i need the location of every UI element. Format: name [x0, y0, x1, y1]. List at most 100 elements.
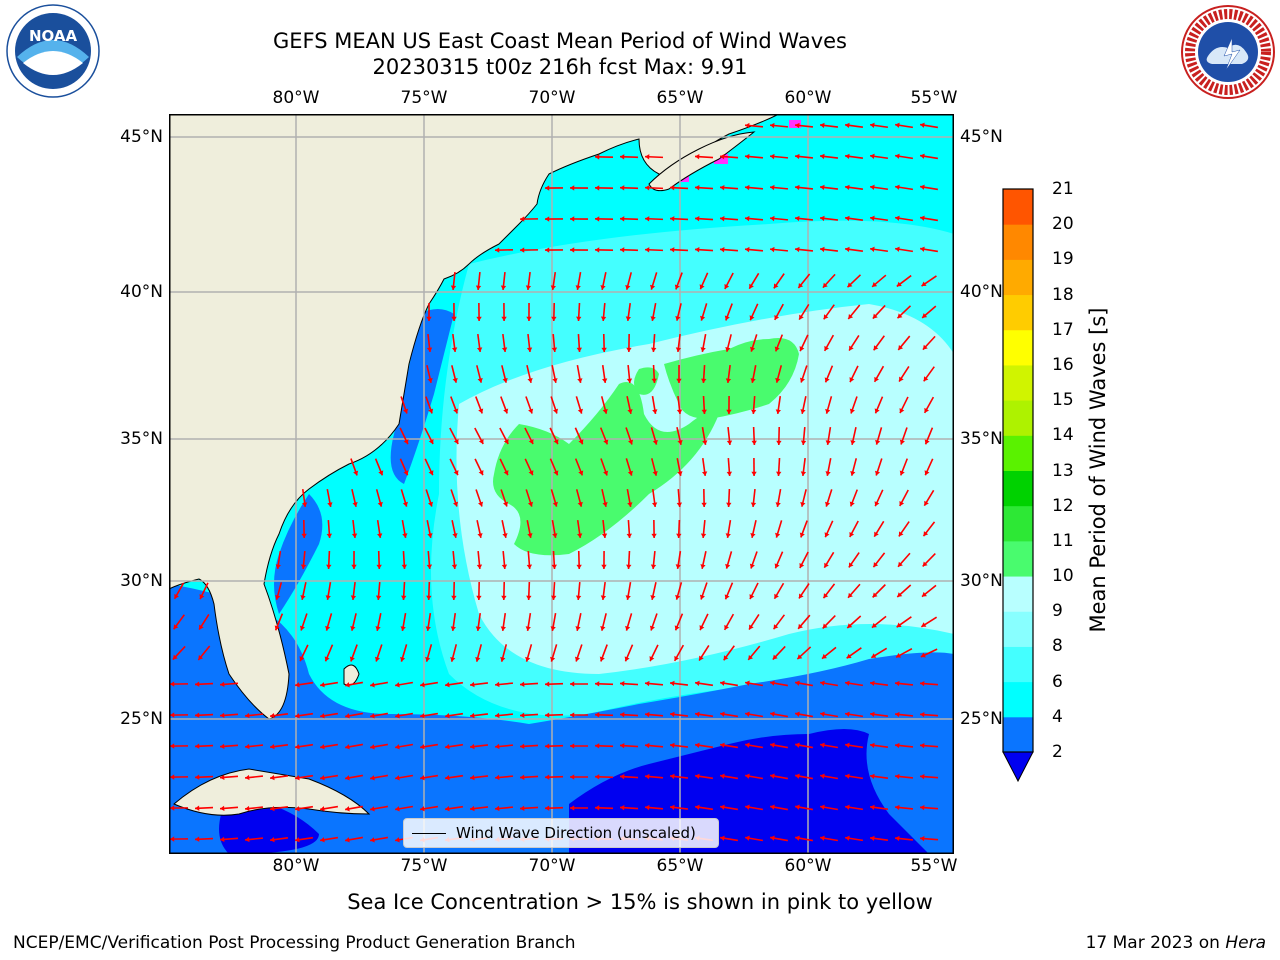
colorbar-tick-label: 8 [1052, 636, 1063, 657]
wave-direction-arrowhead [872, 313, 878, 319]
colorbar-segment [1003, 224, 1033, 260]
wave-direction-arrowhead [899, 470, 905, 476]
wave-direction-arrowhead [699, 284, 705, 290]
wave-direction-arrowhead [726, 409, 732, 414]
wave-direction-arrowhead [476, 316, 482, 321]
wave-direction-arrowhead [420, 806, 425, 812]
wave-direction-arrowhead [847, 623, 853, 629]
wave-direction-arrowhead [695, 247, 700, 253]
wave-direction-arrowhead [477, 377, 483, 383]
wave-direction-arrowhead [870, 215, 875, 221]
wave-direction-arrowhead [395, 775, 400, 781]
wave-direction-arrowhead [822, 282, 828, 288]
wave-direction-arrowhead [872, 592, 878, 598]
wave-direction-arrowhead [527, 378, 533, 383]
wave-direction-arrowhead [824, 377, 830, 383]
wave-direction-arrowhead [845, 215, 850, 222]
wave-direction-arrowhead [475, 285, 482, 290]
wave-direction-arrowhead [870, 246, 875, 252]
wave-direction-arrowhead [220, 836, 225, 843]
wave-direction-arrowhead [551, 347, 558, 352]
wave-direction-arrowhead [745, 742, 750, 748]
wave-direction-arrowhead [402, 533, 408, 538]
wave-direction-arrowhead [795, 184, 800, 191]
wave-direction-arrowhead [751, 440, 757, 445]
wave-direction-arrowhead [849, 377, 855, 383]
footer-branch: NCEP/EMC/Verification Post Processing Pr… [13, 933, 576, 953]
wave-direction-arrowhead [870, 680, 875, 687]
wave-direction-arrowhead [899, 500, 905, 506]
wave-direction-arrowhead [428, 470, 434, 476]
footer-date-text: 17 Mar 2023 on [1085, 933, 1220, 953]
colorbar-segment [1003, 400, 1033, 436]
wave-direction-arrowhead [545, 216, 550, 222]
colorbar-segment [1003, 329, 1033, 366]
wave-direction-arrowhead [503, 439, 509, 444]
lon-label-bottom: 70°W [528, 856, 576, 876]
wave-direction-arrowhead [528, 408, 534, 414]
wave-direction-arrowhead [570, 805, 575, 811]
wave-direction-arrowhead [720, 804, 725, 810]
wave-direction-arrowhead [725, 378, 732, 383]
wave-direction-arrowhead [820, 153, 825, 160]
wave-direction-arrowhead [845, 804, 850, 810]
wave-direction-arrowhead [600, 285, 606, 290]
wave-direction-arrowhead [320, 775, 325, 781]
wave-direction-arrowhead [674, 655, 680, 661]
colorbar-segment [1003, 470, 1033, 507]
wave-direction-arrowhead [652, 439, 658, 445]
wave-direction-arrowhead [873, 562, 879, 568]
land-cuba [173, 768, 371, 816]
lon-label-top: 60°W [784, 88, 832, 108]
colorbar-segment [1003, 540, 1033, 577]
wave-direction-arrowhead [620, 154, 625, 160]
wave-direction-arrowhead [352, 502, 358, 507]
colorbar-tick-label: 15 [1052, 390, 1074, 411]
wave-direction-arrowhead [822, 623, 828, 629]
wave-direction-arrowhead [625, 316, 632, 321]
wave-direction-arrowhead [502, 501, 509, 507]
wave-direction-arrowhead [870, 153, 875, 159]
wave-direction-arrowhead [420, 744, 425, 750]
wave-direction-arrowhead [600, 625, 606, 631]
wave-direction-arrowhead [895, 246, 900, 252]
wave-direction-arrowhead [477, 533, 483, 538]
wave-direction-arrowhead [395, 837, 400, 843]
wave-direction-arrowhead [650, 284, 656, 290]
wave-direction-arrowhead [502, 377, 508, 383]
wave-direction-arrowhead [745, 711, 750, 717]
period-band-9-10 [634, 367, 659, 395]
wave-direction-arrowhead [174, 593, 179, 599]
legend-line-symbol [412, 832, 446, 834]
wave-direction-arrowhead [649, 656, 655, 662]
wave-direction-arrowhead [478, 408, 484, 414]
wave-direction-arrowhead [427, 378, 433, 383]
wave-direction-arrowhead [774, 314, 780, 320]
wave-direction-arrowhead [848, 313, 854, 319]
wave-direction-arrowhead [651, 378, 657, 383]
colorbar-segment [1003, 646, 1033, 683]
wave-direction-arrowhead [170, 712, 175, 718]
wave-direction-arrowhead [770, 835, 775, 841]
wave-direction-arrowhead [798, 283, 804, 289]
lon-label-top: 75°W [400, 88, 448, 108]
wave-direction-arrowhead [402, 501, 408, 507]
wave-direction-arrowhead [602, 408, 608, 414]
lon-label-top: 70°W [528, 88, 576, 108]
wave-direction-arrowhead [774, 593, 779, 599]
wave-direction-arrowhead [526, 564, 533, 569]
wave-direction-arrowhead [601, 347, 607, 352]
wave-direction-arrowhead [453, 501, 459, 507]
wave-direction-arrowhead [874, 376, 879, 382]
wave-direction-arrowhead [695, 804, 700, 810]
wave-direction-arrowhead [745, 153, 750, 160]
colorbar-segment [1003, 259, 1033, 296]
wave-direction-arrowhead [420, 713, 425, 719]
wave-direction-arrowhead [799, 377, 806, 383]
wave-direction-arrowhead [725, 563, 731, 569]
wave-direction-arrowhead [899, 439, 905, 445]
wave-direction-arrowhead [695, 154, 700, 160]
wave-direction-arrowhead [527, 501, 534, 507]
wave-direction-arrowhead [620, 774, 625, 780]
wave-direction-arrowhead [545, 805, 550, 811]
